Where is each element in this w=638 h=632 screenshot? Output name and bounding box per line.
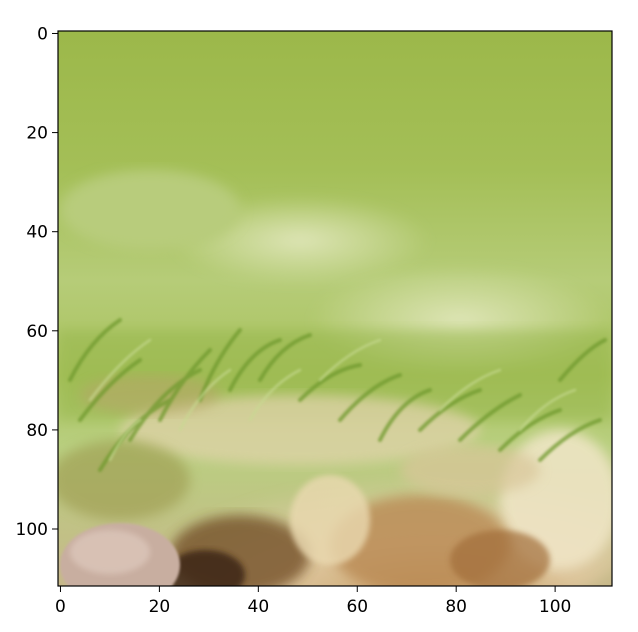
y-tick-label: 100 xyxy=(16,520,48,540)
x-tick-label: 80 xyxy=(445,597,467,617)
y-tick-label: 40 xyxy=(26,223,48,243)
x-axis: 0 20 40 60 80 100 xyxy=(55,586,571,617)
grass-and-fur-photo xyxy=(58,31,612,586)
y-tick-label: 60 xyxy=(26,322,48,342)
x-tick-label: 20 xyxy=(149,597,171,617)
x-tick-label: 100 xyxy=(539,597,571,617)
y-tick-label: 80 xyxy=(26,421,48,441)
y-tick-label: 20 xyxy=(26,124,48,144)
x-tick-label: 60 xyxy=(346,597,368,617)
y-tick-label: 0 xyxy=(37,24,48,44)
plot-frame xyxy=(57,30,613,587)
y-axis: 0 20 40 60 80 100 xyxy=(16,24,58,540)
x-tick-label: 40 xyxy=(248,597,270,617)
x-tick-label: 0 xyxy=(55,597,66,617)
